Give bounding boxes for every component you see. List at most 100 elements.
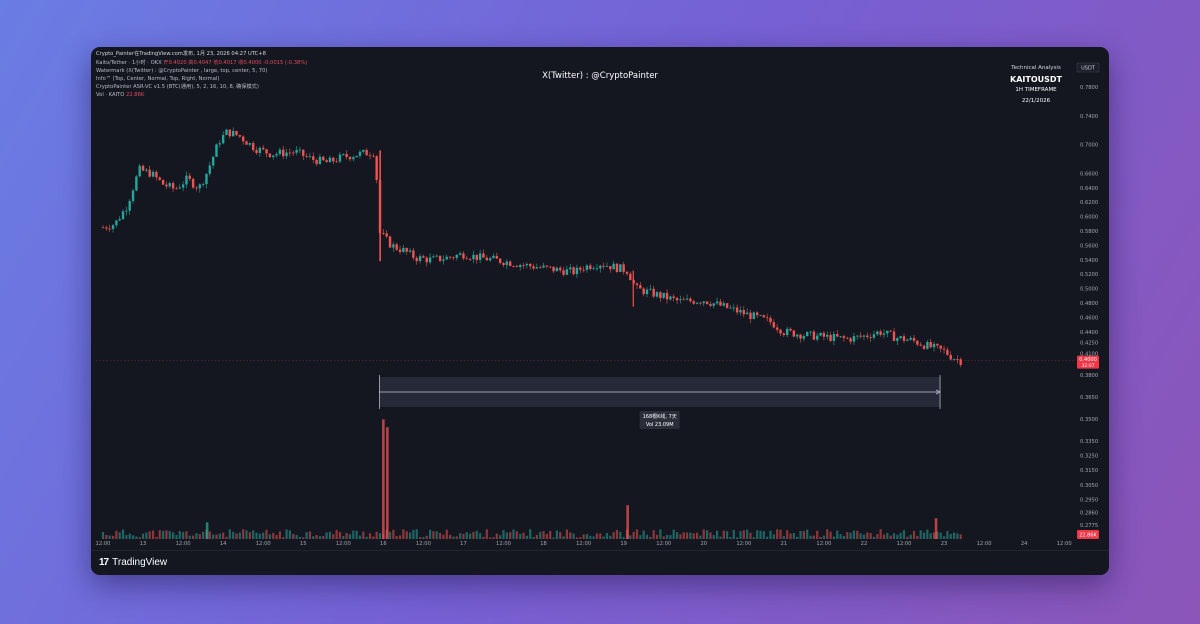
candle-body <box>559 267 562 271</box>
candle-body <box>515 266 519 267</box>
volume-bar <box>799 530 802 539</box>
candle-body <box>442 259 445 261</box>
x-tick-label: 18 <box>540 541 547 547</box>
volume-bar <box>585 533 589 539</box>
volume-bar <box>425 535 428 539</box>
candle-body <box>879 331 882 335</box>
volume-bar <box>672 529 675 539</box>
volume-bar <box>415 529 418 539</box>
volume-bar <box>612 532 615 539</box>
volume-bar <box>685 532 689 539</box>
volume-bar <box>859 533 862 539</box>
candlestick-chart[interactable]: 0.7800 0.7400 0.7000 0.6600 0.6400 0.6200 0.60… <box>91 47 1109 550</box>
volume-bar <box>452 536 455 539</box>
volume-bar <box>605 533 609 539</box>
y-tick-label: 0.2860 <box>1080 511 1098 517</box>
volume-bar <box>505 532 508 539</box>
volume-bar <box>292 533 295 539</box>
candle-body <box>735 307 739 313</box>
candle-body <box>115 220 118 226</box>
volume-bar <box>175 534 178 539</box>
volume-bar <box>665 534 669 539</box>
candle-body <box>829 334 832 341</box>
candle-body <box>909 337 912 340</box>
candle-body <box>872 334 876 338</box>
volume-bar <box>141 533 145 539</box>
volume-bar <box>215 534 218 539</box>
volume-bar <box>509 532 512 539</box>
candle-body <box>682 299 685 301</box>
x-tick-label: 12:00 <box>176 541 191 547</box>
candle-body <box>258 147 262 153</box>
candle-body <box>549 266 552 268</box>
x-tick-label: 22 <box>861 541 868 547</box>
candle-body <box>225 129 228 135</box>
volume-spike-bar <box>626 505 629 539</box>
candle-body <box>262 147 265 150</box>
indicator-volume[interactable]: Vol · KAITO 22.86K <box>96 92 144 98</box>
candle-body <box>685 298 689 300</box>
tradingview-logo-icon: 17 <box>99 557 109 568</box>
candle-body <box>398 249 402 252</box>
volume-bar <box>502 530 505 539</box>
current-price-tag[interactable] <box>1077 355 1099 369</box>
candle-body <box>609 266 612 270</box>
volume-bar <box>909 534 912 539</box>
candle-body <box>796 334 799 337</box>
volume-bar <box>939 532 942 539</box>
volume-bar <box>659 529 662 539</box>
volume-bar <box>465 532 468 539</box>
candle-body <box>175 188 178 190</box>
volume-bar <box>936 531 939 539</box>
x-tick-label: 23 <box>941 541 948 547</box>
volume-bar <box>225 536 228 539</box>
x-tick-label: 20 <box>700 541 707 547</box>
volume-bar <box>362 531 365 539</box>
symbol-name[interactable]: Kaito/Tether · 1小时 · OKX <box>96 60 162 66</box>
volume-bar <box>455 536 458 539</box>
candle-body <box>408 250 412 252</box>
volume-bar <box>125 534 128 539</box>
measure-arrow-head <box>935 389 941 395</box>
chart-window: 0.7800 0.7400 0.7000 0.6600 0.6400 0.6200 0.60… <box>91 47 1109 575</box>
volume-bar <box>792 533 795 539</box>
volume-bar <box>692 533 695 539</box>
volume-bar <box>522 532 525 539</box>
indicator-info[interactable]: Info™ (Top, Center, Normal, Top, Right, … <box>96 76 220 82</box>
volume-bar <box>218 533 221 539</box>
volume-bar <box>816 530 819 539</box>
symbol-legend[interactable]: Kaito/Tether · 1小时 · OKX 开0.4020 高0.4047… <box>96 60 307 66</box>
indicator-asr-vc[interactable]: CryptoPainter ASR-VC v1.5 (BTC(通用), 5, 2… <box>96 84 259 90</box>
candle-body <box>842 336 846 338</box>
volume-bar <box>105 534 108 539</box>
current-price-value: 0.4000 <box>1079 357 1097 363</box>
watermark: X(Twitter) : @CryptoPainter <box>542 71 658 81</box>
candle-body <box>445 256 448 260</box>
candle-body <box>822 332 826 337</box>
candle-body <box>605 266 609 267</box>
candle-body <box>599 265 602 269</box>
candle-body <box>201 184 205 185</box>
candle-body <box>725 303 729 308</box>
tradingview-logo[interactable]: 17 TradingView <box>99 557 167 568</box>
candle-body <box>532 266 535 269</box>
candle-body <box>241 136 245 142</box>
candle-body <box>839 336 842 337</box>
candle-body <box>876 331 879 335</box>
candle-body <box>412 250 415 258</box>
x-tick-label: 12:00 <box>977 541 992 547</box>
currency-badge[interactable] <box>1076 62 1100 73</box>
volume-bar <box>929 533 932 539</box>
volume-bar <box>482 536 485 539</box>
y-tick-label: 0.5000 <box>1080 287 1098 293</box>
candle-body <box>295 149 298 153</box>
indicator-watermark[interactable]: Watermark (X(Twitter) : @CryptoPainter ,… <box>96 68 268 74</box>
info-box-title: Technical Analysis <box>1011 65 1061 71</box>
candle-body <box>405 247 408 252</box>
candle-body <box>949 354 952 360</box>
volume-bar <box>442 534 445 539</box>
chart-plot[interactable]: 0.7800 0.7400 0.7000 0.6600 0.6400 0.6200 0.60… <box>91 47 1109 550</box>
candle-body <box>772 322 776 328</box>
candle-body <box>582 269 585 271</box>
volume-bar <box>255 532 258 539</box>
